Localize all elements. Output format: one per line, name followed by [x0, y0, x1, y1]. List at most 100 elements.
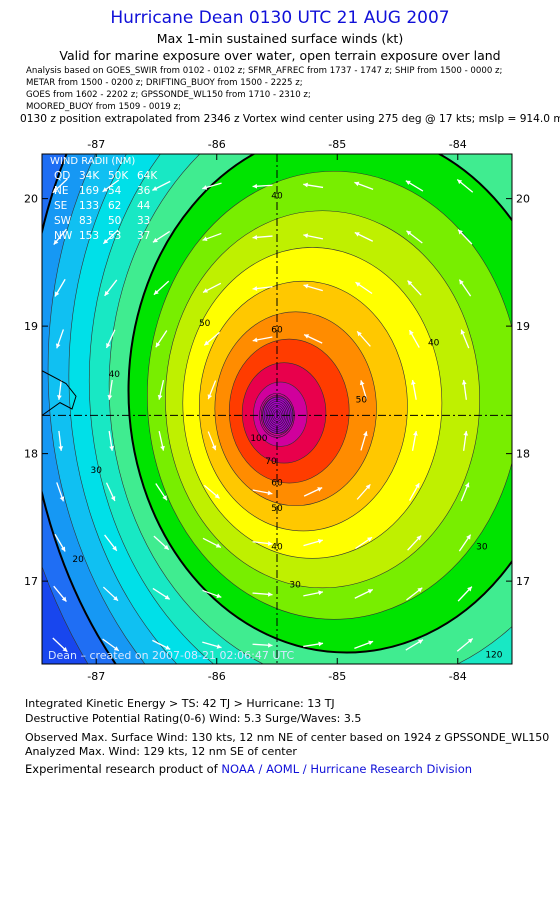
chart-title: Hurricane Dean 0130 UTC 21 AUG 2007	[110, 8, 450, 28]
wind-arrow-head	[113, 646, 119, 651]
wind-arrow-head	[359, 380, 365, 386]
wind-arrow-head	[62, 646, 68, 652]
x-tick-label: -86	[208, 670, 226, 683]
wind-radii-cell: 169	[79, 185, 99, 197]
wind-field-map: 40 40 40 40 50 50 50 60 60 70 100 30 30 30 20 120 -87 -87…	[24, 138, 530, 683]
contour-label: 60	[271, 479, 283, 489]
contour-label: 50	[271, 504, 283, 514]
wind-arrow-head	[459, 279, 464, 285]
wind-arrow-head	[104, 290, 110, 296]
position-note: 0130 z position extrapolated from 2346 z…	[20, 113, 560, 125]
wind-arrow-head	[60, 546, 66, 552]
wind-arrow-head	[103, 238, 109, 244]
contour-label: 100	[250, 434, 267, 444]
wind-arrow-head	[303, 182, 308, 188]
wind-arrow-head	[211, 445, 217, 451]
wind-radii-cell: 36	[137, 185, 151, 197]
wind-radii-cell: 62	[108, 200, 121, 212]
contour-label: 60	[271, 326, 283, 336]
wind-arrow-head	[57, 395, 62, 400]
wind-arrow-head	[109, 446, 114, 451]
wind-arrow-head	[55, 291, 60, 297]
wind-radii-cell: 44	[137, 200, 151, 212]
plot-frame	[41, 153, 513, 665]
x-tick-label: -85	[328, 670, 346, 683]
source-line: GOES from 1602 - 2202 z; GPSSONDE_WL150 …	[26, 90, 311, 100]
source-line: METAR from 1500 - 0200 z; DRIFTING_BUOY …	[26, 78, 303, 88]
wind-arrow-head	[207, 394, 213, 400]
wind-arrow-head	[165, 645, 171, 650]
contour-label: 20	[72, 555, 84, 565]
wind-radii-header: 34K	[79, 170, 100, 182]
wind-arrow-head	[267, 490, 273, 496]
wind-arrow-head	[204, 340, 210, 346]
wind-arrow-head	[55, 343, 61, 349]
contour-label: 30	[476, 542, 488, 552]
y-tick-label: 18	[516, 448, 530, 461]
wind-arrow-head	[417, 639, 423, 645]
wind-radii-cell: 53	[108, 230, 121, 242]
wind-arrow-head	[463, 430, 469, 436]
plot-credit: Dean – created on 2007-08-21 02:06:47 UT…	[48, 649, 294, 662]
wind-arrow-head	[252, 183, 258, 189]
wind-radii-header: QD	[54, 170, 70, 182]
wind-arrow-head	[52, 187, 58, 193]
y-tick-label: 17	[24, 575, 38, 588]
wind-arrow-head	[153, 289, 159, 295]
wind-arrow-head	[363, 431, 368, 437]
wind-arrow-head	[407, 280, 413, 286]
observed-max-wind-text: Observed Max. Surface Wind: 130 kts, 12 …	[25, 731, 550, 744]
contour-label: 40	[271, 192, 283, 202]
contour-label: 40	[271, 542, 283, 552]
wind-arrow-head	[466, 534, 471, 540]
analyzed-max-wind-text: Analyzed Max. Wind: 129 kts, 12 nm SE of…	[25, 745, 297, 758]
x-tick-label: -84	[449, 670, 467, 683]
wind-arrow-head	[164, 594, 170, 600]
y-tick-label: 17	[516, 575, 530, 588]
wind-arrow-head	[460, 329, 466, 335]
wind-radii-cell: 54	[108, 185, 122, 197]
wind-arrow-head	[461, 379, 467, 385]
wind-arrow-head	[417, 587, 423, 593]
wind-radii-cell: SW	[54, 215, 72, 227]
wind-radii-header: 64K	[137, 170, 158, 182]
wind-arrow-head	[160, 445, 165, 451]
wind-arrow-head	[458, 229, 463, 235]
wind-arrow-head	[59, 496, 65, 502]
wind-arrow-head	[112, 545, 117, 551]
wind-arrow-head	[365, 484, 371, 490]
wind-arrow-head	[216, 593, 222, 599]
wind-arrow-head	[267, 541, 273, 546]
wind-radii-header: 50K	[108, 170, 129, 182]
wind-arrow-head	[415, 483, 420, 489]
wind-radii-cell: 133	[79, 200, 99, 212]
wind-arrow-head	[464, 482, 470, 488]
hrd-link[interactable]: NOAA / AOML / Hurricane Research Divisio…	[221, 762, 473, 776]
ike-text: Integrated Kinetic Energy > TS: 42 TJ > …	[25, 697, 335, 710]
wind-arrow-head	[317, 539, 323, 544]
wind-arrow-head	[357, 331, 362, 337]
wind-arrow-head	[317, 487, 323, 492]
y-tick-label: 20	[24, 193, 38, 206]
wind-radii-cell: 83	[79, 215, 92, 227]
wind-arrow-head	[252, 286, 258, 291]
wind-arrow-head	[216, 644, 222, 649]
wind-arrow-head	[467, 586, 472, 592]
wind-arrow-head	[354, 181, 360, 187]
wind-arrow-head	[61, 596, 67, 602]
wind-arrow-head	[416, 535, 422, 541]
wind-arrow-head	[157, 394, 163, 400]
wind-arrow-head	[267, 642, 273, 648]
wind-radii-cell: 50	[108, 215, 121, 227]
wind-radii-cell: NW	[54, 230, 73, 242]
wind-arrow-head	[252, 234, 258, 240]
wind-arrow-head	[162, 495, 167, 501]
wind-arrows	[52, 178, 474, 653]
x-tick-label: -85	[328, 138, 346, 151]
wind-arrow-head	[304, 334, 310, 339]
wind-arrow-head	[355, 282, 361, 287]
contour-label: 50	[356, 396, 368, 406]
wind-arrow-head	[354, 232, 360, 237]
wind-arrow-head	[58, 446, 64, 451]
wind-arrow-head	[367, 537, 373, 542]
